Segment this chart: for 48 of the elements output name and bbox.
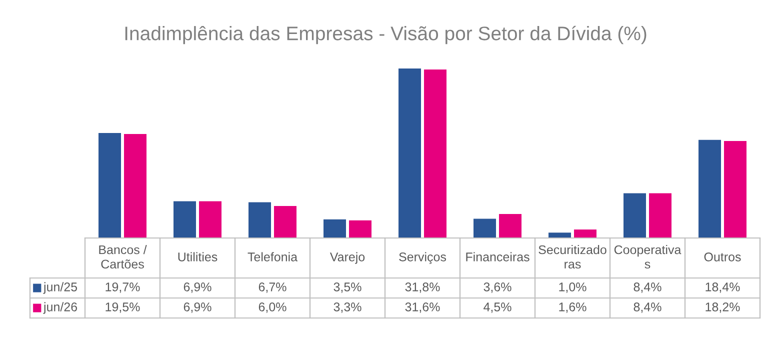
x-tick-label: Cooperativa s: [614, 244, 682, 269]
data-label: 6,7%: [258, 282, 286, 293]
x-tick-label: Serviços: [399, 252, 446, 264]
bar: [349, 220, 372, 238]
data-label: 19,7%: [106, 282, 140, 293]
bar: [324, 219, 346, 238]
bar: [98, 132, 121, 238]
bar: [649, 193, 672, 238]
data-label: 8,4%: [634, 282, 662, 293]
x-tick-label: Financeiras: [466, 252, 530, 262]
bar: [199, 201, 222, 238]
bar: [624, 193, 646, 238]
data-label: 1,6%: [559, 302, 586, 313]
bar: [274, 206, 296, 238]
data-label: 18,4%: [706, 282, 740, 293]
data-label: 4,5%: [484, 302, 512, 313]
bar: [124, 134, 146, 238]
data-label: 3,5%: [334, 282, 362, 293]
bar: [398, 68, 421, 238]
data-label: 6,9%: [184, 302, 212, 313]
bar: [174, 201, 196, 238]
data-label: 19,5%: [106, 302, 140, 313]
bar: [698, 140, 721, 238]
data-label: 31,8%: [405, 282, 440, 293]
bar: [499, 214, 522, 238]
data-label: 6,9%: [184, 282, 212, 293]
legend-label: jun/25: [43, 282, 78, 294]
x-tick-label: Utilities: [178, 252, 218, 262]
data-label: 31,6%: [405, 302, 440, 313]
x-tick-label: Securitizado ras: [538, 244, 606, 269]
x-tick-label: Outros: [704, 252, 741, 262]
bar: [248, 202, 271, 238]
bar: [474, 218, 496, 238]
data-label: 3,3%: [334, 302, 362, 313]
data-label: 18,2%: [706, 302, 740, 313]
data-label: 1,0%: [559, 282, 586, 293]
data-label: 3,6%: [484, 282, 512, 293]
legend-label: jun/26: [43, 302, 78, 314]
data-label: 6,0%: [258, 302, 286, 313]
bar: [548, 232, 571, 238]
bar: [724, 140, 746, 238]
chart-title: Inadimplência das Empresas - Visão por Setor da Dívida (%): [125, 26, 646, 44]
x-tick-label: Varejo: [330, 252, 365, 264]
data-label: 8,4%: [634, 302, 662, 313]
x-tick-label: Telefonia: [248, 252, 298, 262]
bar: [574, 229, 596, 238]
x-tick-label: Bancos / Cartões: [99, 244, 147, 269]
bar: [424, 70, 446, 238]
